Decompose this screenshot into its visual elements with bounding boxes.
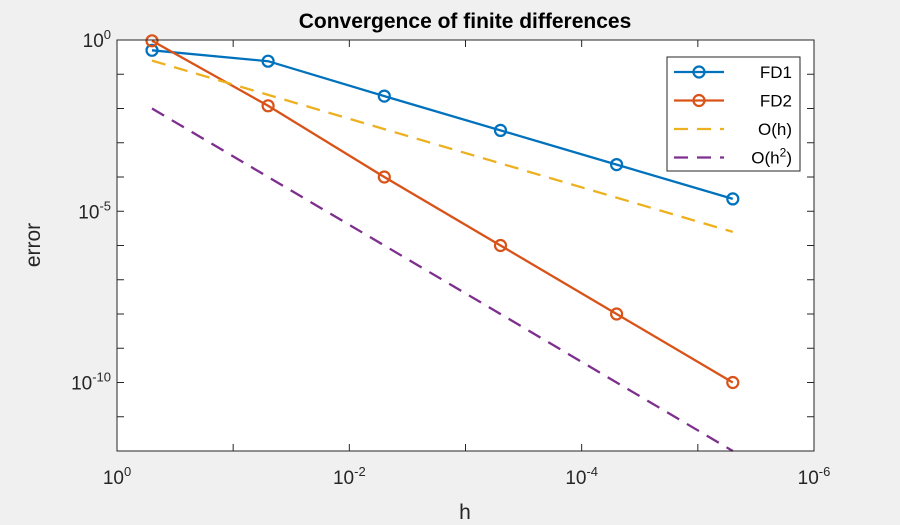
x-tick-label: 10-6 xyxy=(798,464,831,489)
legend: FD1 FD2 O(h) O(h2) xyxy=(666,56,801,172)
x-tick-label: 10-4 xyxy=(565,464,598,489)
data-point-series-1 xyxy=(726,192,740,206)
data-point-series-1 xyxy=(261,54,275,68)
x-tick-label: 100 xyxy=(103,464,131,489)
data-point-series-1 xyxy=(377,89,391,103)
legend-marker-2 xyxy=(692,93,706,108)
x-axis-label: h xyxy=(459,501,471,524)
series-line-1 xyxy=(151,49,734,201)
legend-label-1: FD1 xyxy=(760,63,792,82)
legend-label-2: FD2 xyxy=(760,92,792,111)
series-line-4 xyxy=(151,107,734,452)
data-point-series-2 xyxy=(145,34,159,48)
y-tick-label: 10-5 xyxy=(78,198,111,223)
series-layer xyxy=(145,34,740,452)
data-point-series-2 xyxy=(377,170,391,184)
data-point-series-2 xyxy=(493,238,508,253)
data-point-series-1 xyxy=(493,123,508,137)
y-axis-label: error xyxy=(22,223,45,267)
legend-marker-1 xyxy=(692,65,706,79)
data-point-series-2 xyxy=(261,99,275,113)
data-point-series-2 xyxy=(609,307,624,321)
data-point-series-1 xyxy=(145,43,159,57)
y-tick-label: 10-10 xyxy=(71,370,111,395)
y-tick-label: 100 xyxy=(83,27,111,52)
data-point-series-1 xyxy=(609,158,624,172)
axes-layer: 100 10-2 10-4 10-6 100 10-5 10-10 xyxy=(71,27,830,489)
legend-label-3: O(h) xyxy=(758,120,792,139)
legend-box xyxy=(666,56,801,172)
series-line-2 xyxy=(151,39,734,384)
series-line-3 xyxy=(151,59,734,234)
legend-label-4: O(h2) xyxy=(751,146,792,168)
chart-title: Convergence of finite differences xyxy=(299,10,632,33)
data-point-series-2 xyxy=(726,375,740,390)
x-tick-label: 10-2 xyxy=(333,464,366,489)
